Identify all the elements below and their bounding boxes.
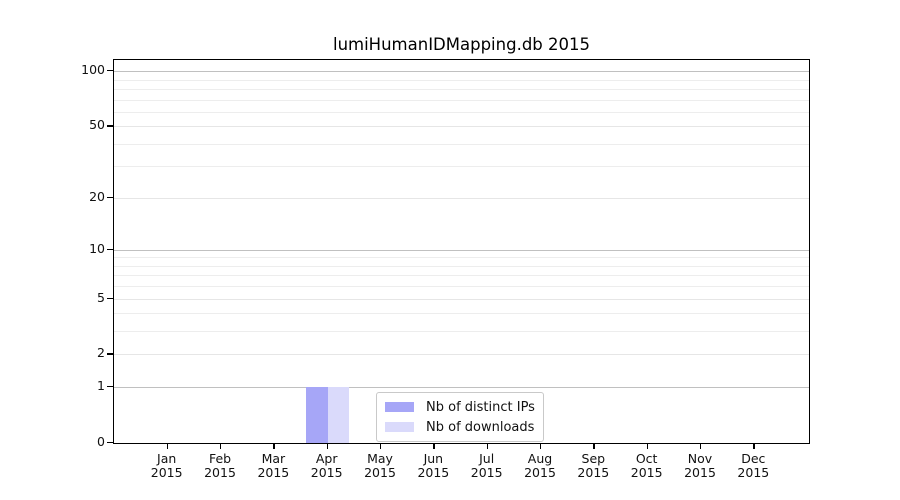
y-tick — [107, 248, 113, 251]
y-tick — [107, 386, 113, 388]
minor-gridline — [114, 88, 809, 90]
y-tick-label: 0 — [97, 434, 105, 449]
minor-gridline — [114, 257, 809, 259]
legend-item: Nb of downloads — [385, 418, 535, 436]
major-gridline — [114, 354, 809, 356]
minor-gridline — [114, 111, 809, 113]
legend-label: Nb of distinct IPs — [426, 399, 535, 415]
minor-gridline — [114, 275, 809, 277]
y-tick — [107, 297, 113, 299]
major-gridline — [114, 298, 809, 300]
x-tick — [540, 443, 542, 449]
y-tick — [107, 353, 113, 355]
x-tick-label: Mar 2015 — [257, 451, 290, 480]
major-gridline — [114, 71, 809, 73]
bar-downloads — [327, 387, 350, 443]
x-tick — [753, 443, 755, 449]
y-tick-label: 10 — [89, 240, 105, 256]
y-tick — [107, 196, 113, 198]
x-tick-label: Dec 2015 — [737, 451, 770, 480]
minor-gridline — [114, 166, 809, 168]
bar-distinct-ips — [305, 387, 328, 443]
minor-gridline — [114, 79, 809, 81]
x-tick — [220, 443, 222, 449]
chart-legend: Nb of distinct IPs Nb of downloads — [376, 392, 544, 442]
chart-title: lumiHumanIDMapping.db 2015 — [332, 35, 590, 54]
major-gridline — [114, 126, 809, 128]
x-tick — [380, 443, 382, 449]
y-tick — [107, 125, 113, 127]
x-tick — [486, 443, 488, 449]
y-tick — [107, 442, 113, 444]
y-tick-label: 2 — [97, 345, 105, 361]
minor-gridline — [114, 99, 809, 101]
minor-gridline — [114, 313, 809, 315]
x-tick-label: Jun 2015 — [417, 451, 450, 480]
legend-label: Nb of downloads — [426, 419, 535, 435]
x-tick — [646, 443, 648, 449]
x-tick — [593, 443, 595, 449]
x-tick-label: Apr 2015 — [310, 451, 343, 480]
x-tick — [700, 443, 702, 449]
x-tick-label: Oct 2015 — [630, 451, 663, 480]
x-tick — [326, 443, 328, 449]
y-tick-label: 50 — [89, 117, 105, 133]
y-tick-label: 1 — [97, 378, 105, 394]
x-tick — [273, 443, 275, 449]
legend-swatch-downloads — [385, 422, 414, 432]
x-tick-label: May 2015 — [364, 451, 396, 480]
y-tick-label: 5 — [97, 289, 105, 305]
major-gridline — [114, 249, 809, 251]
x-tick — [433, 443, 435, 449]
x-tick-label: Jul 2015 — [470, 451, 503, 480]
minor-gridline — [114, 331, 809, 333]
legend-swatch-distinct-ips — [385, 402, 414, 412]
legend-item: Nb of distinct IPs — [385, 398, 535, 416]
x-tick — [166, 443, 168, 449]
major-gridline — [114, 197, 809, 199]
minor-gridline — [114, 286, 809, 288]
y-tick — [107, 70, 113, 72]
x-tick-label: Jan 2015 — [150, 451, 183, 480]
x-tick-label: Feb 2015 — [204, 451, 236, 480]
minor-gridline — [114, 265, 809, 267]
plot-area: Nb of distinct IPs Nb of downloads — [113, 59, 810, 444]
minor-gridline — [114, 143, 809, 145]
x-tick-label: Sep 2015 — [577, 451, 610, 480]
y-tick-label: 100 — [81, 62, 105, 78]
x-tick-label: Nov 2015 — [684, 451, 716, 480]
major-gridline — [114, 387, 809, 389]
y-tick-label: 20 — [89, 188, 105, 204]
x-tick-label: Aug 2015 — [524, 451, 556, 480]
